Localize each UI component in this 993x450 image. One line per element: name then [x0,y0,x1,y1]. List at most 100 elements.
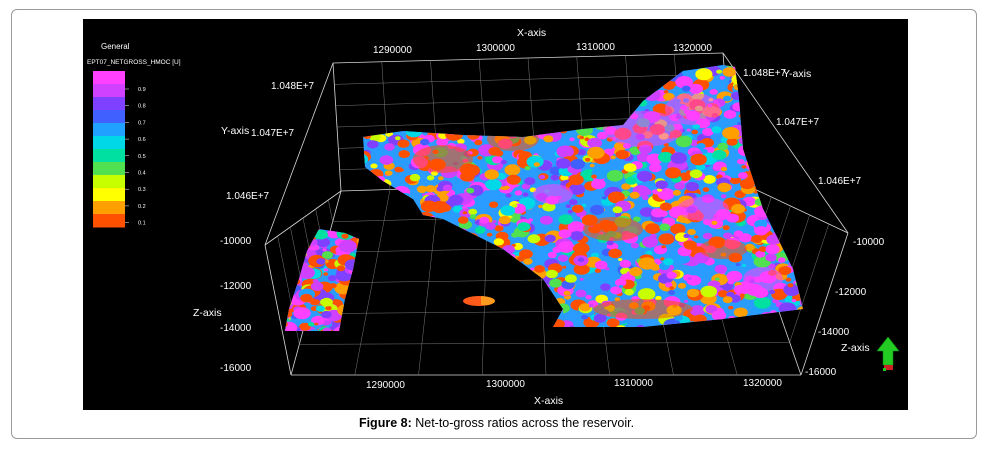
surface-cell [753,296,772,309]
surface-cell [443,77,450,82]
surface-zone [487,127,539,151]
surface-cell [556,145,574,158]
3d-scene[interactable]: X-axis 1290000 1300000 1310000 1320000 X… [83,19,908,410]
3d-viewport[interactable]: X-axis 1290000 1300000 1310000 1320000 X… [83,19,908,410]
surface-cell [394,301,400,305]
surface-cell [598,65,614,67]
surface-cell [503,65,514,71]
surface-cell [723,95,732,102]
surface-cell [600,65,616,69]
surface-cell [448,246,466,258]
x-tick-bottom-3: 1310000 [614,378,653,389]
surface-cell [722,296,733,304]
surface-cell [374,78,387,87]
surface-cell [397,193,414,204]
surface-cell [755,316,762,321]
surface-cell [559,127,568,134]
color-legend: General EPT07_NETGROSS_HMOC [U] 0.90.80.… [87,42,181,228]
surface-cell [737,144,755,157]
surface-cell [540,77,555,88]
surface-cell [413,108,429,119]
surface-cell [535,115,548,124]
surface-cell [533,100,543,108]
surface-cell [729,176,742,185]
surface-cell [381,110,392,118]
surface-cell [712,149,727,160]
surface-cell [467,184,484,197]
surface-cell [363,184,370,191]
surface-cell [782,212,800,225]
surface-cell [285,245,293,259]
surface-cell [780,65,788,68]
surface-cell [558,229,572,239]
surface-cell [806,135,812,139]
surface-cell [767,321,775,326]
surface-cell [416,185,428,193]
surface-cell [442,225,450,231]
surface-cell [498,81,510,90]
surface-cell [350,305,359,317]
surface-cell [363,303,364,307]
surface-cell [674,65,691,73]
surface-cell [544,284,550,289]
surface-cell [538,74,545,79]
surface-cell [485,178,502,191]
colorbar-segment [93,201,125,215]
surface-cell [777,257,786,263]
surface-cell [458,289,470,298]
colorbar-segment [93,162,125,176]
surface-cell [753,150,759,155]
surface-cell [689,169,703,179]
surface-cell [457,216,469,224]
north-arrow-icon [876,336,900,371]
surface-cell [685,181,699,192]
surface-cell [432,281,450,293]
surface-cell [454,264,466,273]
surface-cell [613,107,621,113]
surface-cell [516,256,525,262]
surface-zone [699,239,747,259]
surface-cell [660,257,665,261]
x-tick-bottom-2: 1300000 [486,379,525,390]
surface-cell [807,202,811,205]
surface-cell [531,285,546,296]
colorbar-tick-label: 0.2 [138,204,146,210]
surface-cell [538,293,544,298]
surface-cell [474,139,483,146]
surface-cell [564,108,577,118]
surface-cell [493,238,504,246]
surface-cell [405,263,423,276]
surface-cell [568,183,586,195]
surface-cell [452,265,470,277]
surface-cell [279,235,284,239]
surface-cell [594,260,608,270]
surface-cell [569,137,575,142]
surface-cell [414,252,427,261]
surface-cell [703,319,719,327]
surface-cell [488,123,495,128]
surface-cell [285,321,298,331]
surface-cell [517,222,531,232]
surface-cell [467,270,478,278]
surface-cell [338,321,354,331]
surface-cell [329,283,337,289]
surface-cell [457,138,465,144]
surface-cell [607,191,625,204]
surface-cell [402,319,412,326]
surface-cell [367,100,384,112]
surface-cell [659,202,672,211]
surface-cell [290,241,306,253]
surface-cell [409,173,421,182]
surface-cell [766,165,781,176]
surface-cell [417,305,426,312]
surface-cell [348,322,359,331]
surface-cell [411,309,421,316]
surface-cell [723,110,737,119]
surface-cell [363,319,378,327]
surface-cell [383,282,390,287]
surface-cell [538,70,554,82]
colorbar-segment [93,214,125,228]
surface-cell [541,115,550,122]
surface-cell [601,196,607,200]
surface-cell [741,264,747,267]
